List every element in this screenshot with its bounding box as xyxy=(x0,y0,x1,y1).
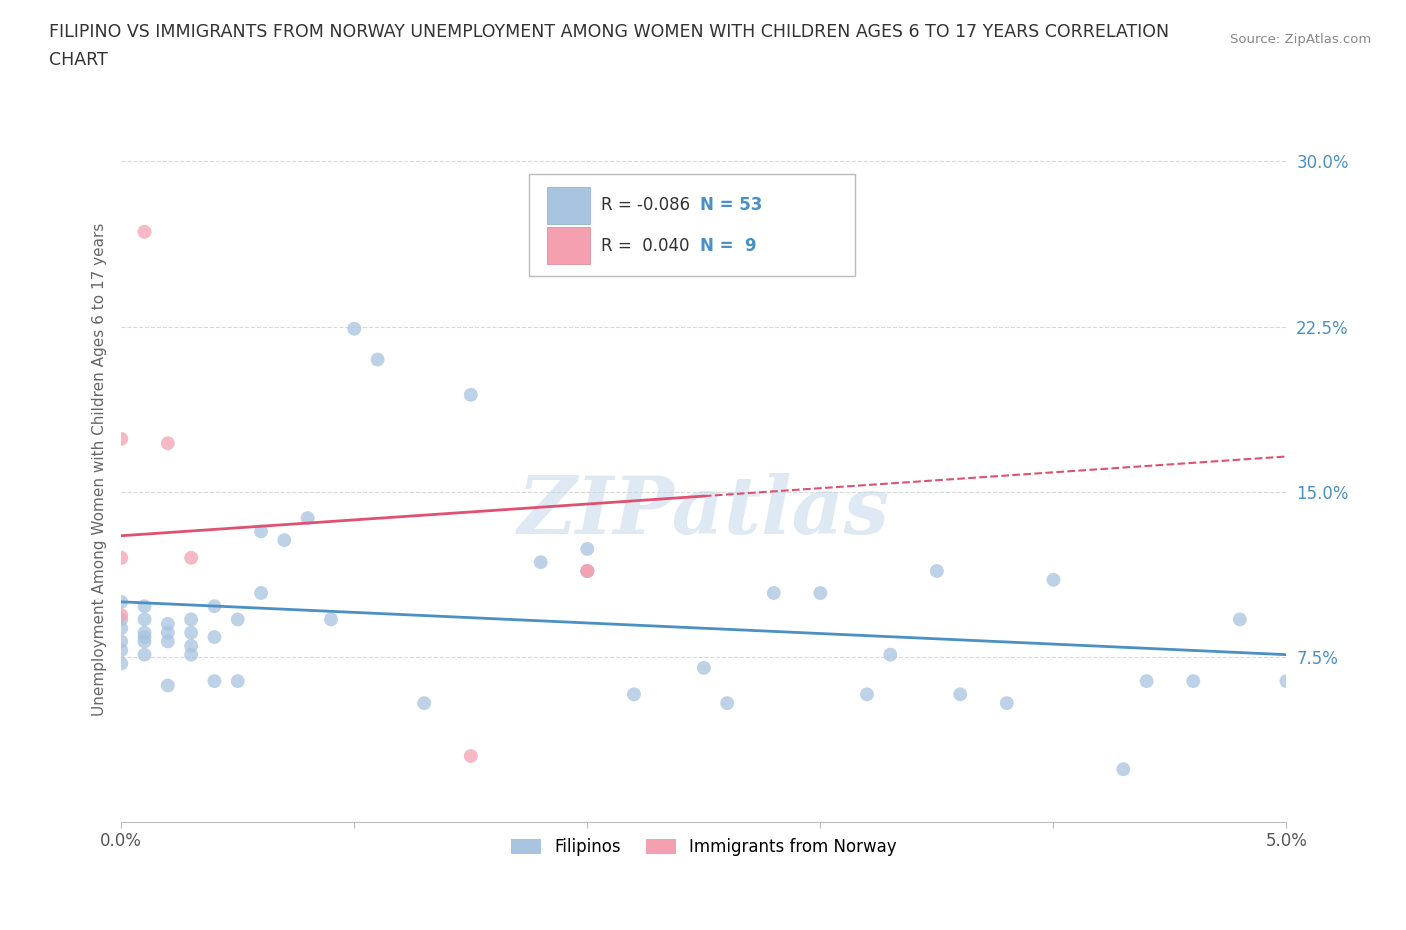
Text: FILIPINO VS IMMIGRANTS FROM NORWAY UNEMPLOYMENT AMONG WOMEN WITH CHILDREN AGES 6: FILIPINO VS IMMIGRANTS FROM NORWAY UNEMP… xyxy=(49,23,1170,41)
Point xyxy=(156,634,179,649)
Point xyxy=(156,625,179,640)
Point xyxy=(576,564,599,578)
Point xyxy=(180,638,202,653)
Point xyxy=(949,687,972,702)
Point xyxy=(319,612,342,627)
Point xyxy=(250,586,273,601)
Point xyxy=(576,564,599,578)
Point xyxy=(134,634,156,649)
FancyBboxPatch shape xyxy=(547,227,589,264)
Point xyxy=(576,541,599,556)
Point xyxy=(180,551,202,565)
Point xyxy=(716,696,738,711)
Point xyxy=(226,612,249,627)
Point xyxy=(273,533,295,548)
Text: CHART: CHART xyxy=(49,51,108,69)
Point xyxy=(110,551,132,565)
Point xyxy=(367,352,389,367)
Point xyxy=(1042,572,1064,587)
Point xyxy=(576,564,599,578)
Point xyxy=(623,687,645,702)
Point xyxy=(110,594,132,609)
Point xyxy=(110,634,132,649)
Point xyxy=(134,599,156,614)
Point xyxy=(762,586,785,601)
Point xyxy=(297,511,319,525)
Point xyxy=(530,554,553,569)
Point xyxy=(110,432,132,446)
Legend: Filipinos, Immigrants from Norway: Filipinos, Immigrants from Norway xyxy=(505,831,904,863)
Point xyxy=(134,224,156,239)
FancyBboxPatch shape xyxy=(529,174,855,276)
Point xyxy=(110,643,132,658)
Text: N =  9: N = 9 xyxy=(700,236,756,255)
Point xyxy=(204,630,226,644)
Point xyxy=(1136,673,1159,688)
Point xyxy=(180,647,202,662)
Point xyxy=(460,388,482,403)
Y-axis label: Unemployment Among Women with Children Ages 6 to 17 years: Unemployment Among Women with Children A… xyxy=(93,223,107,716)
Text: N = 53: N = 53 xyxy=(700,196,762,215)
Point xyxy=(693,660,716,675)
Point xyxy=(110,621,132,636)
Point xyxy=(413,696,436,711)
FancyBboxPatch shape xyxy=(547,187,589,224)
Point xyxy=(156,436,179,451)
Point xyxy=(925,564,948,578)
Point xyxy=(856,687,879,702)
Point xyxy=(1229,612,1251,627)
Point xyxy=(180,625,202,640)
Point xyxy=(134,630,156,644)
Point xyxy=(204,673,226,688)
Point xyxy=(156,617,179,631)
Point xyxy=(134,647,156,662)
Point xyxy=(808,586,831,601)
Point xyxy=(995,696,1018,711)
Point xyxy=(1275,673,1298,688)
Text: R = -0.086: R = -0.086 xyxy=(602,196,690,215)
Point xyxy=(204,599,226,614)
Point xyxy=(110,607,132,622)
Text: ZIPatlas: ZIPatlas xyxy=(517,473,890,551)
Point xyxy=(343,321,366,336)
Text: Source: ZipAtlas.com: Source: ZipAtlas.com xyxy=(1230,33,1371,46)
Point xyxy=(110,656,132,671)
Text: R =  0.040: R = 0.040 xyxy=(602,236,690,255)
Point xyxy=(134,612,156,627)
Point xyxy=(879,647,901,662)
Point xyxy=(460,749,482,764)
Point xyxy=(250,524,273,538)
Point xyxy=(226,673,249,688)
Point xyxy=(156,678,179,693)
Point xyxy=(1112,762,1135,777)
Point xyxy=(180,612,202,627)
Point xyxy=(134,625,156,640)
Point xyxy=(110,612,132,627)
Point xyxy=(1182,673,1205,688)
